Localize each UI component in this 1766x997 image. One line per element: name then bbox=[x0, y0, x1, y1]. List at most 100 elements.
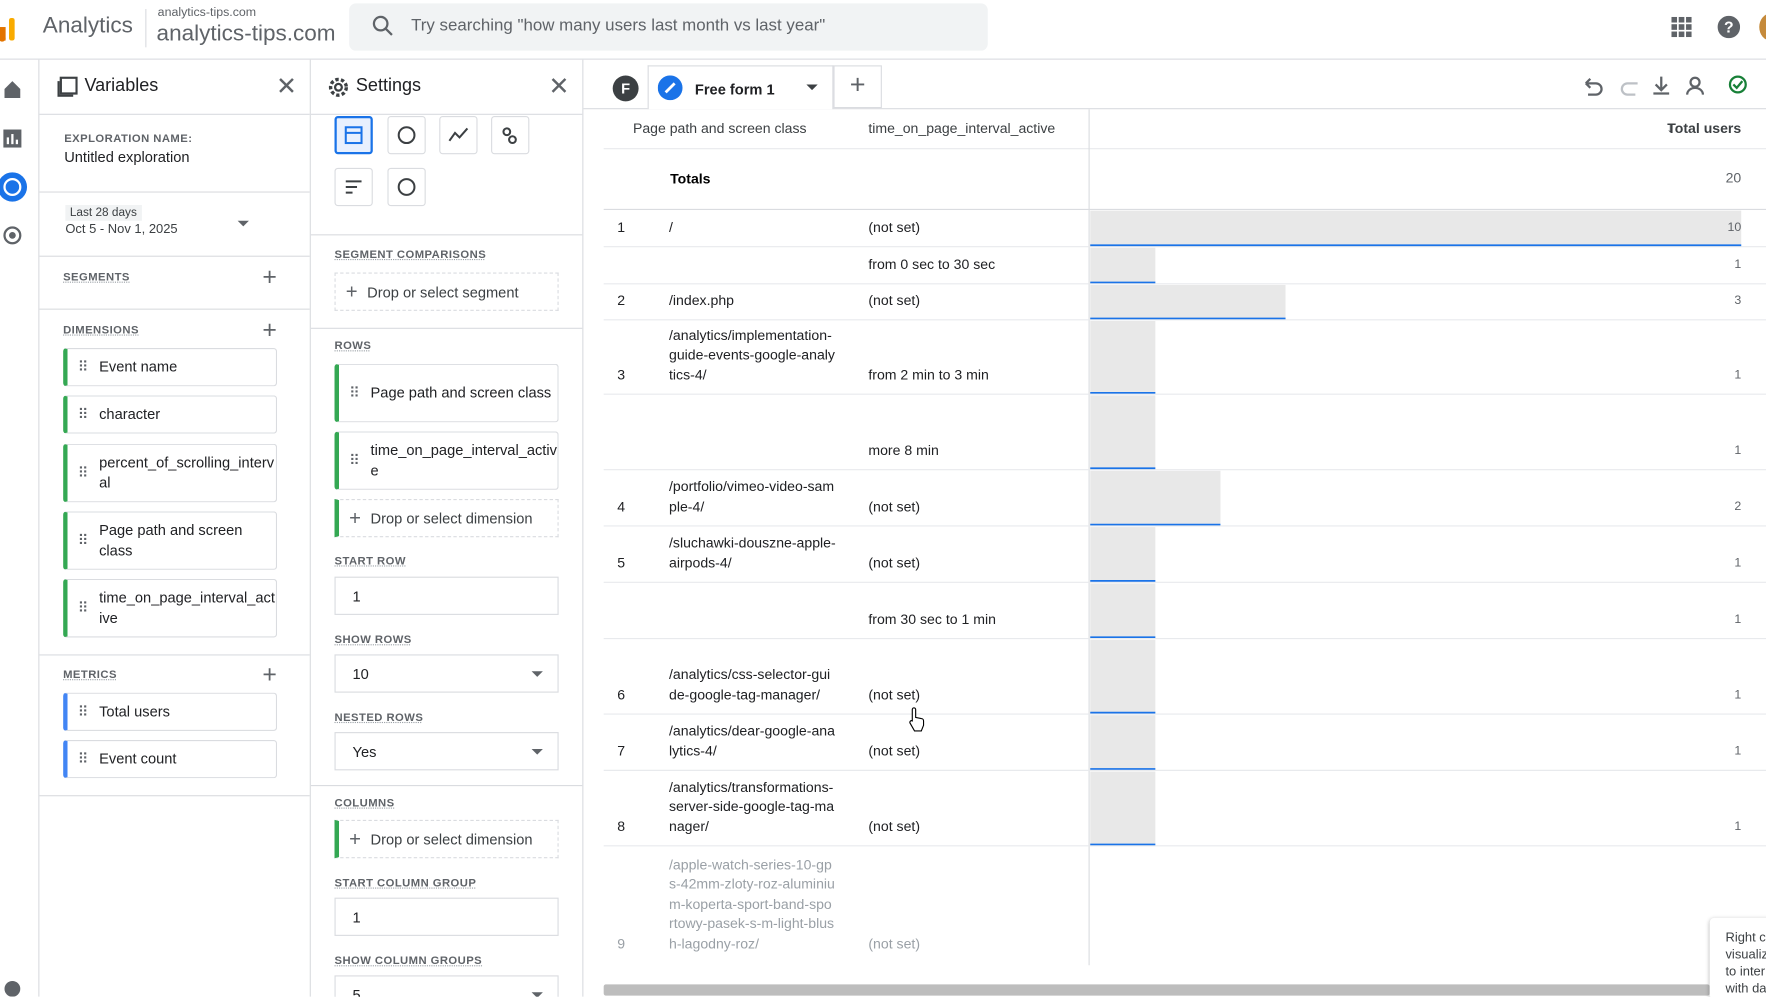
date-range[interactable]: Oct 5 - Nov 1, 2025 bbox=[65, 223, 178, 237]
cell-box: (not set) bbox=[868, 742, 921, 759]
value-label: 10 bbox=[1727, 220, 1741, 234]
avatar[interactable] bbox=[1759, 13, 1766, 41]
dimension-chip[interactable]: character bbox=[63, 395, 278, 434]
svg-text:?: ? bbox=[1724, 20, 1734, 37]
cell-box: /index.php bbox=[669, 292, 734, 309]
metric-chip[interactable]: Total users bbox=[63, 692, 278, 731]
scatter-viz-button[interactable] bbox=[491, 116, 530, 155]
cell-box: 4 bbox=[617, 498, 625, 514]
line-viz-button[interactable] bbox=[439, 116, 478, 155]
cell-box: /analytics/implementation-guide-events-g… bbox=[669, 327, 835, 382]
row-number: 9 bbox=[617, 935, 626, 952]
cell-box: 1 bbox=[617, 219, 625, 235]
metric-chip[interactable]: Event count bbox=[63, 739, 278, 779]
panel-title: Settings bbox=[355, 76, 422, 96]
time-interval: from 30 sec to 1 min bbox=[868, 611, 996, 627]
table-viz-button[interactable] bbox=[334, 116, 373, 155]
value-label: 3 bbox=[1734, 293, 1741, 307]
value-bar bbox=[1090, 470, 1221, 525]
row-drop-zone[interactable]: Drop or select dimension bbox=[334, 498, 559, 538]
cell-box: 3 bbox=[617, 367, 625, 383]
value-bar bbox=[1090, 210, 1742, 246]
cell-box: 9 bbox=[617, 935, 626, 952]
divider bbox=[39, 191, 310, 193]
tab-menu[interactable] bbox=[806, 84, 818, 95]
time-interval: (not set) bbox=[868, 935, 921, 952]
add-button[interactable]: + bbox=[262, 262, 277, 291]
toolbar[interactable] bbox=[1581, 74, 1761, 97]
add-button[interactable]: + bbox=[262, 315, 277, 344]
account-name[interactable]: analytics-tips.com bbox=[157, 5, 257, 20]
cursor bbox=[909, 707, 925, 732]
divider bbox=[309, 59, 311, 997]
segment-drop-zone[interactable]: Drop or select segment bbox=[334, 272, 559, 311]
exploration-name[interactable]: Untitled exploration bbox=[64, 148, 190, 166]
show-column-groups-select[interactable]: 5 bbox=[334, 975, 559, 997]
section-label: SEGMENTS bbox=[63, 271, 130, 284]
value-label: 1 bbox=[1734, 744, 1741, 758]
section-label: NESTED ROWS bbox=[334, 711, 424, 725]
row-chip[interactable]: time_on_page_interval_active bbox=[334, 431, 559, 490]
apps-icon[interactable] bbox=[1671, 16, 1692, 38]
divider bbox=[39, 255, 310, 257]
dimension-chip[interactable]: Page path and screen class bbox=[63, 511, 278, 570]
nested-rows-select[interactable]: Yes bbox=[334, 732, 559, 771]
value-bar bbox=[1090, 583, 1156, 638]
date-range-label: Last 28 days bbox=[65, 204, 142, 221]
cell-box: /apple-watch-series-10-gps-42mm-zloty-ro… bbox=[669, 856, 835, 952]
tab-badge[interactable]: F bbox=[612, 75, 639, 102]
section-label: SHOW COLUMN GROUPS bbox=[334, 955, 483, 968]
divider bbox=[583, 108, 1766, 110]
reports-icon[interactable] bbox=[2, 128, 22, 148]
dimension-chip[interactable]: percent_of_scrolling_interval bbox=[63, 443, 278, 503]
advertising-icon[interactable] bbox=[2, 225, 22, 245]
close-button[interactable]: ✕ bbox=[548, 72, 570, 101]
column-drop-zone[interactable]: Drop or select dimension bbox=[334, 819, 559, 859]
geo-viz-button[interactable] bbox=[387, 167, 426, 207]
section-label: SEGMENT COMPARISONS bbox=[334, 248, 487, 262]
dropdown-arrow[interactable] bbox=[237, 220, 249, 232]
page-path: /analytics/css-selector-guide-google-tag… bbox=[669, 666, 831, 703]
tooltip-line: visualiz bbox=[1725, 948, 1766, 962]
dimension-chip[interactable]: time_on_page_interval_active bbox=[63, 578, 278, 638]
tab-title[interactable]: Free form 1 bbox=[694, 81, 775, 98]
divider bbox=[38, 59, 40, 997]
bar-viz-button[interactable] bbox=[334, 167, 373, 207]
tooltip: Right cl visualiz to inter with da bbox=[1709, 917, 1766, 997]
time-interval: from 0 sec to 30 sec bbox=[868, 256, 996, 272]
close-button[interactable]: ✕ bbox=[275, 72, 297, 101]
page-path: /apple-watch-series-10-gps-42mm-zloty-ro… bbox=[669, 856, 835, 952]
add-tab-button[interactable]: + bbox=[833, 65, 882, 109]
section-label: ROWS bbox=[334, 340, 372, 353]
cell-box: /analytics/transformations-server-side-g… bbox=[669, 779, 834, 834]
cell-box: 2 bbox=[617, 292, 625, 308]
property-name[interactable]: analytics-tips.com bbox=[156, 21, 336, 47]
page-path: /index.php bbox=[669, 292, 734, 309]
scrollbar[interactable] bbox=[603, 984, 1710, 996]
time-interval: (not set) bbox=[868, 742, 921, 759]
tooltip-line: to inter bbox=[1725, 965, 1766, 979]
add-button[interactable]: + bbox=[262, 660, 277, 689]
variables-icon bbox=[57, 76, 78, 97]
dimension-chip[interactable]: Event name bbox=[63, 348, 278, 387]
row-chip[interactable]: Page path and screen class bbox=[334, 363, 559, 423]
divider bbox=[39, 795, 310, 797]
start-row-input[interactable]: 1 bbox=[334, 576, 559, 615]
help-icon[interactable]: ? bbox=[1717, 15, 1741, 39]
column-header: Total users bbox=[1667, 120, 1741, 136]
settings-icon[interactable] bbox=[2, 979, 22, 997]
show-rows-select[interactable]: 10 bbox=[334, 654, 559, 693]
section-label: COLUMNS bbox=[334, 797, 395, 810]
start-column-input[interactable]: 1 bbox=[334, 897, 559, 936]
time-interval: (not set) bbox=[868, 554, 921, 571]
column-header: Page path and screen class bbox=[633, 120, 807, 136]
search-box[interactable] bbox=[349, 3, 988, 51]
panel-title: Variables bbox=[84, 76, 159, 96]
home-icon[interactable] bbox=[2, 79, 22, 99]
explore-icon[interactable] bbox=[0, 171, 29, 203]
value-bar bbox=[1090, 247, 1156, 283]
cell-box: /sluchawki-douszne-apple-airpods-4/ bbox=[669, 535, 836, 570]
search-placeholder: Try searching "how many users last month… bbox=[411, 15, 826, 35]
donut-viz-button[interactable] bbox=[387, 116, 426, 155]
cell-box: from 30 sec to 1 min bbox=[868, 611, 996, 627]
